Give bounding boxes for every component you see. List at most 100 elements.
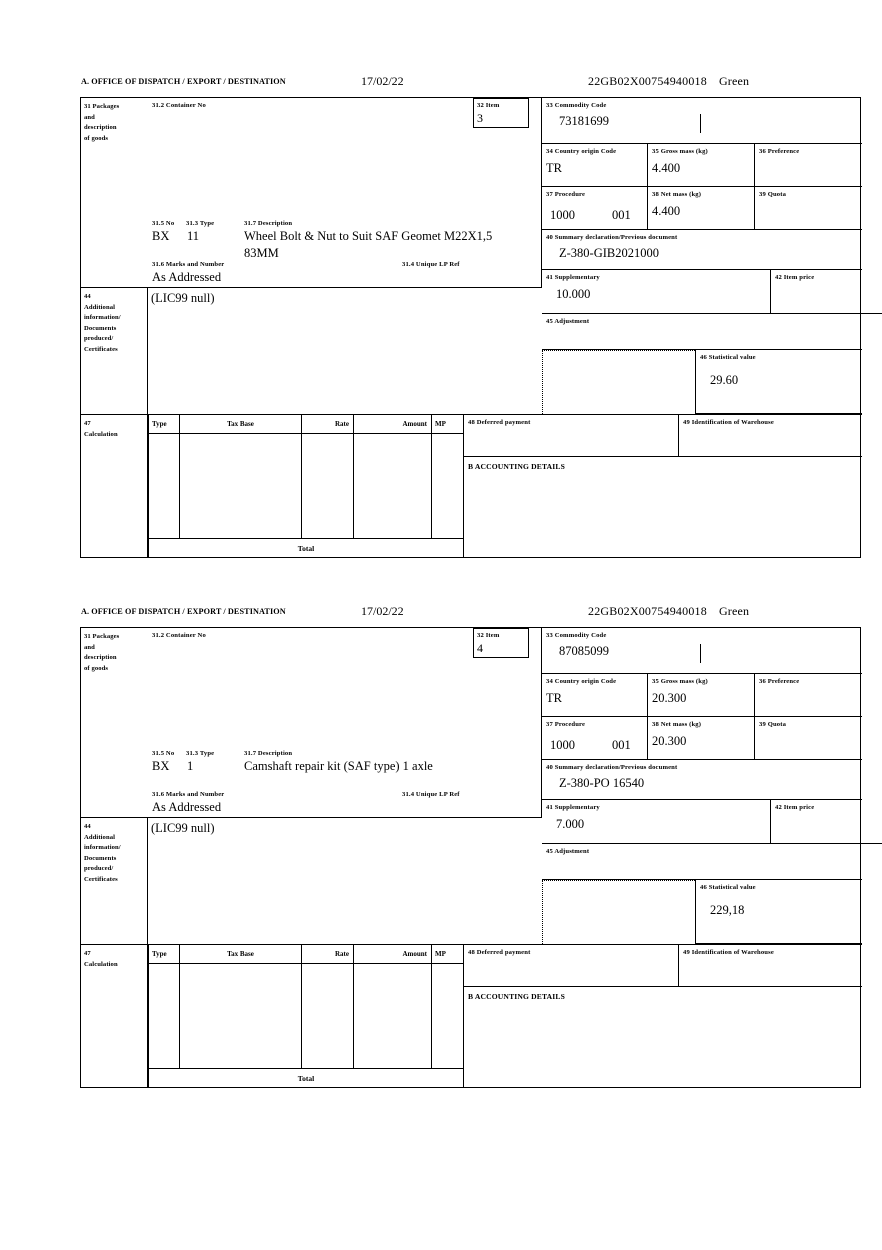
box-46-statistical-value: 46 Statistical value 29.60 bbox=[695, 350, 862, 414]
box-37-procedure: 37 Procedure 1000 001 bbox=[542, 187, 648, 230]
package-description-value: Camshaft repair kit (SAF type) 1 axle bbox=[244, 759, 433, 773]
procedure-label: 37 Procedure bbox=[546, 191, 586, 198]
additional-information-value: (LIC99 null) bbox=[151, 821, 215, 835]
box-33-commodity-code: 33 Commodity Code 87085099 bbox=[542, 628, 862, 674]
calc-header-tax-base: Tax Base bbox=[180, 945, 302, 964]
box-38-net-mass: 38 Net mass (kg) 20.300 bbox=[648, 717, 755, 760]
calc-header-amount: Amount bbox=[354, 945, 432, 964]
box-31-content: 31.2 Container No 32 Item 3 31.5 No 31.3… bbox=[148, 98, 542, 287]
container-no-label: 31.2 Container No bbox=[152, 632, 206, 639]
supplementary-value: 10.000 bbox=[556, 286, 591, 301]
package-type-value: 1 bbox=[187, 759, 194, 773]
package-detail: 31.5 No 31.3 Type 31.7 Description BX 11… bbox=[152, 219, 538, 260]
box-47-label: 47 Calculation bbox=[81, 414, 148, 557]
calc-header-amount: Amount bbox=[354, 415, 432, 434]
box-45-adjustment: 45 Adjustment bbox=[542, 844, 862, 880]
previous-document-label: 40 Summary declaration/Previous document bbox=[546, 764, 678, 771]
deferred-payment-label: 48 Deferred payment bbox=[468, 419, 531, 426]
box-47-calculation-table: Type Tax Base Rate Amount MP Total bbox=[148, 414, 464, 558]
warehouse-identification-label: 49 Identification of Warehouse bbox=[683, 419, 774, 426]
country-origin-value: TR bbox=[546, 690, 562, 705]
box-33-commodity-code: 33 Commodity Code 73181699 bbox=[542, 98, 862, 144]
marks-and-number: 31.6 Marks and Number 31.4 Unique LP Ref… bbox=[152, 260, 538, 284]
calc-body bbox=[148, 964, 464, 1068]
box-31-content: 31.2 Container No 32 Item 4 31.5 No 31.3… bbox=[148, 628, 542, 817]
box-40-previous-document: 40 Summary declaration/Previous document… bbox=[542, 230, 862, 270]
box-49-warehouse: 49 Identification of Warehouse bbox=[679, 414, 862, 457]
declaration-date: 17/02/22 bbox=[361, 74, 404, 88]
box-36-preference: 36 Preference bbox=[755, 144, 862, 187]
box-32-item: 32 Item 3 bbox=[473, 98, 529, 128]
unique-lp-ref-label: 31.4 Unique LP Ref bbox=[402, 261, 460, 268]
package-description-value: Wheel Bolt & Nut to Suit SAF Geomet M22X… bbox=[244, 229, 493, 243]
calc-header-type: Type bbox=[148, 945, 180, 964]
commodity-code-label: 33 Commodity Code bbox=[546, 632, 607, 639]
adjustment-label: 45 Adjustment bbox=[546, 318, 590, 325]
item-label: 32 Item bbox=[477, 632, 500, 639]
lane-status: Green bbox=[718, 74, 750, 88]
calc-header-type: Type bbox=[148, 415, 180, 434]
box-39-quota: 39 Quota bbox=[755, 187, 862, 230]
warehouse-identification-label: 49 Identification of Warehouse bbox=[683, 949, 774, 956]
box-48-deferred-payment: 48 Deferred payment bbox=[464, 944, 679, 987]
calc-col-type bbox=[148, 434, 180, 538]
calc-col-mp bbox=[432, 964, 464, 1068]
quota-label: 39 Quota bbox=[759, 191, 787, 198]
declaration-form: A. OFFICE OF DISPATCH / EXPORT / DESTINA… bbox=[80, 604, 882, 1088]
calc-col-amount bbox=[354, 434, 432, 538]
unique-lp-ref-label: 31.4 Unique LP Ref bbox=[402, 791, 460, 798]
procedure-label: 37 Procedure bbox=[546, 721, 586, 728]
marks-value: As Addressed bbox=[152, 800, 222, 814]
calc-col-amount bbox=[354, 964, 432, 1068]
calc-body bbox=[148, 434, 464, 538]
box-48-deferred-payment: 48 Deferred payment bbox=[464, 414, 679, 457]
package-type-label: 31.3 Type bbox=[186, 750, 215, 757]
box-41-supplementary: 41 Supplementary 7.000 bbox=[542, 800, 771, 844]
quota-label: 39 Quota bbox=[759, 721, 787, 728]
declaration-grid: 31 Packages and description of goods 44 … bbox=[80, 97, 882, 558]
preference-label: 36 Preference bbox=[759, 148, 800, 155]
box-b-accounting-details: B ACCOUNTING DETAILS bbox=[464, 457, 862, 557]
accounting-details-label: B ACCOUNTING DETAILS bbox=[468, 462, 565, 471]
previous-document-value: Z-380-PO 16540 bbox=[559, 775, 645, 790]
package-description-value-line2: 83MM bbox=[244, 246, 279, 260]
net-mass-value: 20.300 bbox=[652, 733, 687, 748]
accounting-details-label: B ACCOUNTING DETAILS bbox=[468, 992, 565, 1001]
office-of-dispatch-label: A. OFFICE OF DISPATCH / EXPORT / DESTINA… bbox=[81, 77, 286, 86]
box-45-adjustment: 45 Adjustment bbox=[542, 314, 862, 350]
box-43-vm-code: 43 V.M. Code bbox=[771, 270, 862, 314]
item-price-label: 42 Item price bbox=[775, 274, 815, 281]
marks-value: As Addressed bbox=[152, 270, 222, 284]
commodity-code-value: 87085099 bbox=[559, 643, 609, 658]
net-mass-value: 4.400 bbox=[652, 203, 681, 218]
supplementary-label: 41 Supplementary bbox=[546, 274, 600, 281]
preference-label: 36 Preference bbox=[759, 678, 800, 685]
commodity-code-label: 33 Commodity Code bbox=[546, 102, 607, 109]
procedure-value-a: 1000 bbox=[550, 207, 575, 222]
commodity-code-separator-tick bbox=[700, 644, 701, 663]
declaration-date: 17/02/22 bbox=[361, 604, 404, 618]
lane-status: Green bbox=[718, 604, 750, 618]
box-46-statistical-value: 46 Statistical value 229,18 bbox=[695, 880, 862, 944]
package-detail: 31.5 No 31.3 Type 31.7 Description BX 1 … bbox=[152, 749, 538, 776]
calc-header-mp: MP bbox=[432, 945, 464, 964]
mrn-number: 22GB02X00754940018 Green bbox=[588, 604, 749, 619]
package-description-label: 31.7 Description bbox=[244, 220, 293, 227]
package-type-value: 11 bbox=[187, 229, 200, 243]
calc-header-rate: Rate bbox=[302, 945, 354, 964]
package-no-value: BX bbox=[152, 229, 170, 243]
marks-and-number: 31.6 Marks and Number 31.4 Unique LP Ref… bbox=[152, 790, 538, 814]
package-no-label: 31.5 No bbox=[152, 750, 175, 757]
calc-col-rate bbox=[302, 964, 354, 1068]
gross-mass-label: 35 Gross mass (kg) bbox=[652, 678, 708, 685]
statistical-value-label: 46 Statistical value bbox=[700, 354, 756, 361]
box-34-country-origin: 34 Country origin Code TR bbox=[542, 674, 648, 717]
calc-col-mp bbox=[432, 434, 464, 538]
procedure-value-b: 001 bbox=[612, 207, 631, 222]
mrn-value: 22GB02X00754940018 bbox=[588, 604, 707, 618]
box-32-item: 32 Item 4 bbox=[473, 628, 529, 658]
calc-col-rate bbox=[302, 434, 354, 538]
deferred-payment-label: 48 Deferred payment bbox=[468, 949, 531, 956]
previous-document-value: Z-380-GIB2021000 bbox=[559, 245, 659, 260]
box-40-previous-document: 40 Summary declaration/Previous document… bbox=[542, 760, 862, 800]
